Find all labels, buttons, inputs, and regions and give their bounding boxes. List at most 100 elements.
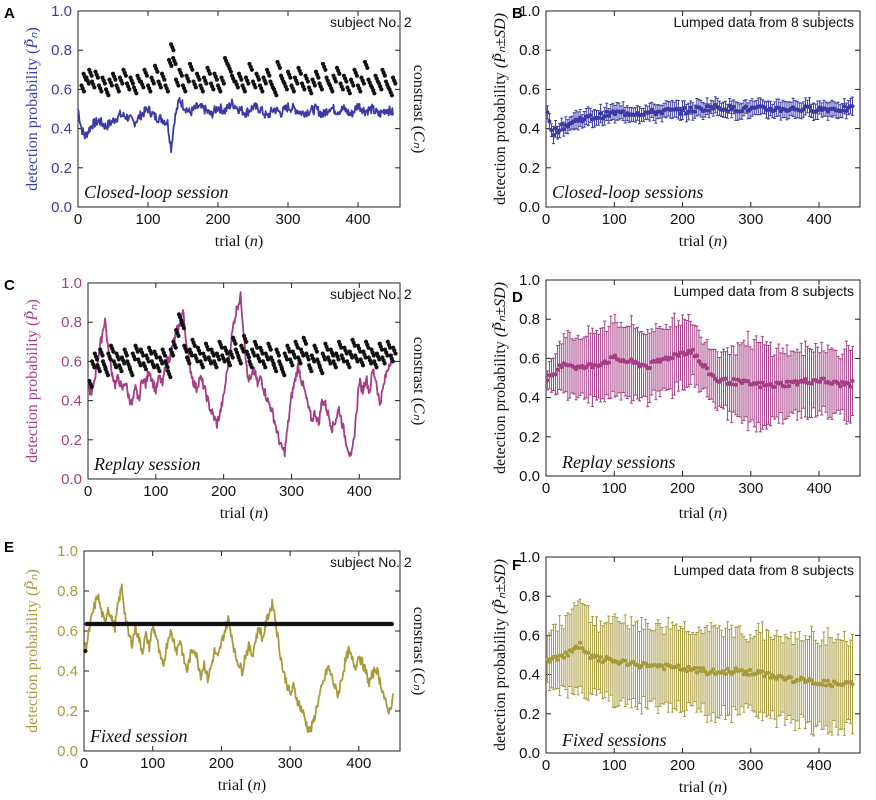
contrast-dot <box>372 91 377 96</box>
contrast-dot <box>130 373 135 378</box>
contrast-dot <box>116 89 121 94</box>
probability-trace <box>87 291 394 458</box>
y-tick-label: 0.0 <box>61 471 82 488</box>
contrast-dot <box>306 357 311 362</box>
contrast-dot <box>214 365 219 370</box>
contrast-dot <box>302 87 307 92</box>
contrast-dot <box>151 81 156 86</box>
contrast-dot <box>221 81 226 86</box>
contrast-dot <box>382 361 387 366</box>
contrast-dot <box>260 351 265 356</box>
contrast-dot <box>284 87 289 92</box>
contrast-dot <box>149 351 154 356</box>
mean-point <box>565 653 570 658</box>
contrast-dot <box>256 77 261 82</box>
contrast-dot <box>206 347 211 352</box>
y-tick-label: 0.2 <box>57 703 78 720</box>
contrast-dot <box>230 355 235 360</box>
panel-letter: E <box>4 539 14 556</box>
x-tick-label: 100 <box>602 757 627 774</box>
panel-c: C 0 100 200 300 400 0.0 0.2 0.4 0.6 0.8 1.0 subje… <box>4 275 427 522</box>
mean-point <box>842 104 847 109</box>
contrast-dot <box>155 69 160 74</box>
contrast-dot <box>144 73 149 78</box>
y-tick-label: 1.0 <box>519 549 540 566</box>
x-axis-title: trial (n) <box>679 779 727 796</box>
mean-point <box>580 646 585 651</box>
contrast-dot <box>347 91 352 96</box>
contrast-dot <box>387 345 393 350</box>
contrast-dot <box>340 87 345 92</box>
mean-point <box>739 109 745 114</box>
mean-point <box>745 672 751 677</box>
y-tick-label: 1.0 <box>51 3 72 20</box>
probability-trace <box>77 96 394 154</box>
mean-point <box>559 364 564 370</box>
contrast-dot <box>257 359 262 364</box>
contrast-dot <box>176 83 181 88</box>
mean-point <box>696 359 702 364</box>
y-axis-title-left: detection probability (P̃ₙ±SD) <box>491 559 509 751</box>
plot-frame <box>87 282 401 480</box>
mean-point <box>688 105 693 110</box>
contrast-dot <box>277 65 282 70</box>
contrast-dot <box>102 81 107 86</box>
contrast-dot <box>328 361 333 366</box>
x-tick-label: 200 <box>670 480 695 497</box>
x-tick-labels: 0 100 200 300 400 <box>80 551 371 772</box>
mean-point <box>676 663 681 668</box>
y-tick-label: 0.8 <box>519 311 540 328</box>
mean-point <box>793 378 798 384</box>
contrast-dot <box>135 349 140 354</box>
mean-point <box>555 367 560 372</box>
contrast-dot <box>339 345 344 350</box>
contrast-dot <box>312 359 317 364</box>
contrast-dot <box>309 369 314 374</box>
contrast-dot <box>218 89 223 94</box>
plot-frame <box>545 279 861 477</box>
mean-point <box>846 381 851 386</box>
x-tick-label: 300 <box>738 211 763 228</box>
contrast-dot <box>203 357 208 362</box>
contrast-dot <box>227 363 233 368</box>
panel-letter: B <box>512 5 523 22</box>
contrast-dot <box>369 361 374 366</box>
mean-point <box>702 108 708 113</box>
contrast-dot <box>211 353 216 358</box>
mean-point <box>733 382 738 387</box>
mean-point <box>829 684 835 689</box>
mean-point <box>606 113 611 118</box>
mean-point <box>762 674 767 679</box>
y-tick-label: 0.4 <box>519 121 540 138</box>
x-tick-label: 400 <box>807 757 832 774</box>
mean-point <box>561 127 566 132</box>
y-tick-label: 0.4 <box>519 390 540 407</box>
contrast-dot <box>187 361 192 366</box>
mean-point <box>594 653 599 658</box>
contrast-dot <box>181 325 187 331</box>
mean-point <box>784 379 790 384</box>
contrast-dot <box>160 361 165 366</box>
y-tick-label: 0.6 <box>519 81 540 98</box>
mean-point <box>727 103 732 109</box>
contrast-dot <box>219 345 224 350</box>
contrast-dot <box>336 357 341 362</box>
plot-area <box>83 583 394 733</box>
contrast-dot <box>235 85 240 90</box>
contrast-dot <box>239 77 244 82</box>
y-axis-title-right: constrast (Cₙ) <box>410 65 427 154</box>
contrast-dot <box>354 73 359 78</box>
contrast-dot <box>316 75 321 80</box>
mean-point <box>678 111 683 116</box>
contrast-dot <box>200 89 205 94</box>
mean-point <box>629 357 634 362</box>
contrast-dot <box>252 353 257 358</box>
y-tick-label: 0.8 <box>51 42 72 59</box>
x-tick-label: 200 <box>670 211 695 228</box>
contrast-dot <box>225 351 230 356</box>
contrast-dot <box>120 81 125 86</box>
contrast-dot <box>365 65 370 70</box>
mean-point <box>844 108 849 114</box>
contrast-dot <box>138 363 143 368</box>
